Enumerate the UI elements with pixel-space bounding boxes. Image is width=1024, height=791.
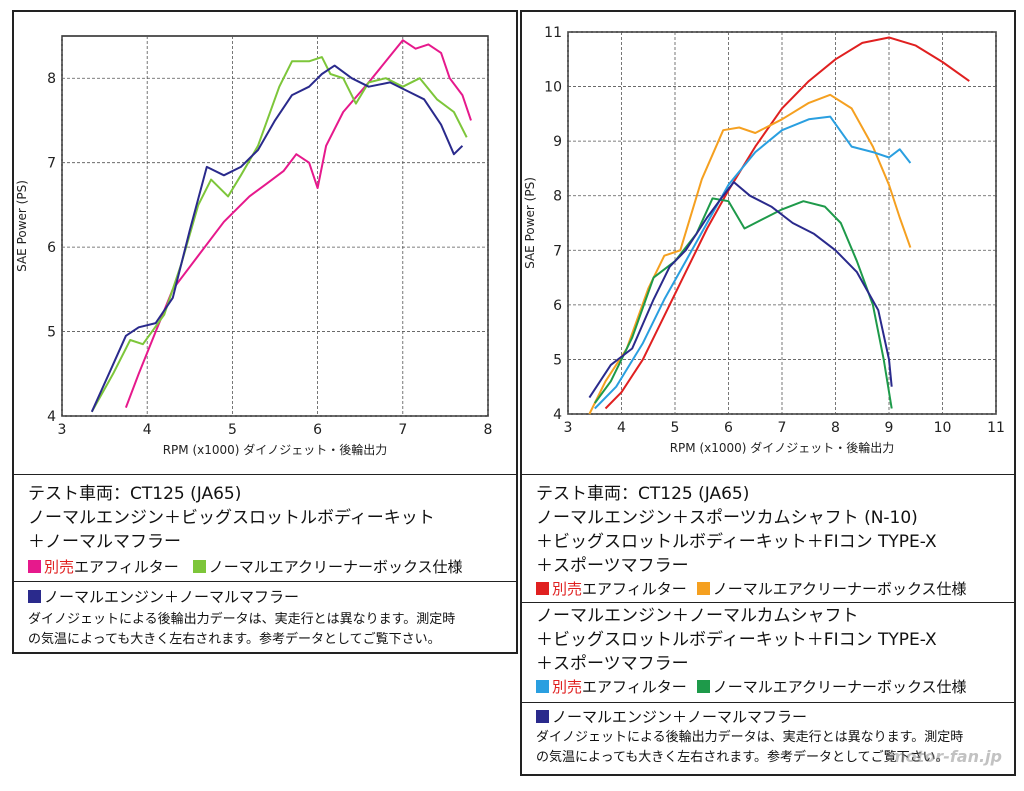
spec-line: ＋ビッグスロットルボディーキット＋FIコン TYPE-X xyxy=(536,630,937,650)
legend-label: エアフィルター xyxy=(74,558,179,576)
divider xyxy=(522,474,1014,475)
legend-label: ノーマルエンジン＋ノーマルマフラー xyxy=(552,708,808,726)
legend-swatch xyxy=(28,590,41,603)
y-tick-label: 7 xyxy=(47,156,56,172)
x-axis-label: RPM (x1000) ダイノジェット・後輪出力 xyxy=(163,442,388,457)
x-tick-label: 5 xyxy=(228,422,237,438)
y-tick-label: 5 xyxy=(553,352,562,368)
legend-row: ノーマルエンジン＋ノーマルマフラー xyxy=(536,706,807,727)
x-tick-label: 8 xyxy=(484,422,493,438)
y-tick-label: 7 xyxy=(553,243,562,259)
legend-row: 別売 エアフィルター ノーマルエアクリーナーボックス仕様 xyxy=(28,556,463,577)
legend-label: ノーマルエアクリーナーボックス仕様 xyxy=(208,558,463,576)
spec-line: ＋スポーツマフラー xyxy=(536,654,689,674)
legend-swatch xyxy=(192,560,206,573)
x-tick-label: 3 xyxy=(564,420,573,436)
legend-row: 別売 エアフィルター ノーマルエアクリーナーボックス仕様 xyxy=(536,578,967,599)
y-tick-label: 4 xyxy=(47,409,56,425)
legend-swatch xyxy=(696,582,710,595)
divider xyxy=(522,702,1014,703)
series-line xyxy=(588,181,893,399)
y-tick-label: 8 xyxy=(47,71,56,87)
legend-label-accent: 別売 xyxy=(552,678,583,696)
spec-line: ＋スポーツマフラー xyxy=(536,556,689,576)
divider xyxy=(522,602,1014,603)
y-tick-label: 11 xyxy=(544,25,562,41)
y-tick-label: 5 xyxy=(47,325,56,341)
y-axis-label: SAE Power (PS) xyxy=(15,180,29,272)
legend-label: ノーマルエアクリーナーボックス仕様 xyxy=(712,580,967,598)
series-line xyxy=(594,115,912,410)
plot-area xyxy=(61,35,489,417)
series-line xyxy=(90,64,464,413)
legend-label: ノーマルエアクリーナーボックス仕様 xyxy=(712,678,967,696)
spec-line: ノーマルエンジン＋スポーツカムシャフト (N-10) xyxy=(536,508,918,528)
note-line: ダイノジェットによる後輪出力データは、実走行とは異なります。測定時 xyxy=(28,612,456,627)
vehicle-label: テスト車両：CT125 (JA65) xyxy=(536,484,750,504)
x-tick-label: 7 xyxy=(398,422,407,438)
x-tick-label: 6 xyxy=(724,420,733,436)
legend-swatch xyxy=(536,582,549,595)
note-line: の気温によっても大きく左右されます。参考データとしてご覧下さい。 xyxy=(536,750,949,765)
legend-swatch xyxy=(696,680,710,693)
x-tick-label: 7 xyxy=(778,420,787,436)
note-line: の気温によっても大きく左右されます。参考データとしてご覧下さい。 xyxy=(28,632,441,647)
legend-swatch xyxy=(536,710,549,723)
x-tick-label: 9 xyxy=(885,420,894,436)
spec-line: ノーマルエンジン＋ビッグスロットルボディーキット xyxy=(28,508,435,528)
left-chart-panel: 3 4 5 6 7 8 4 5 6 7 8 RPM (x1000) ダイノジェット・後輪出力 SAE P… xyxy=(12,10,518,654)
x-tick-label: 5 xyxy=(671,420,680,436)
spec-line: ノーマルエンジン＋ノーマルカムシャフト xyxy=(536,606,859,626)
x-tick-label: 11 xyxy=(987,420,1005,436)
x-tick-label: 4 xyxy=(617,420,626,436)
legend-label: エアフィルター xyxy=(582,678,687,696)
y-axis-label: SAE Power (PS) xyxy=(523,177,537,269)
divider xyxy=(14,581,516,582)
legend-label-accent: 別売 xyxy=(44,558,75,576)
note-line: ダイノジェットによる後輪出力データは、実走行とは異なります。測定時 xyxy=(536,730,964,745)
x-tick-label: 10 xyxy=(934,420,952,436)
watermark: motor-fan.jp xyxy=(889,747,1002,766)
legend-row: ノーマルエンジン＋ノーマルマフラー xyxy=(28,586,299,607)
x-tick-label: 8 xyxy=(831,420,840,436)
y-tick-label: 4 xyxy=(553,407,562,423)
spec-line: ＋ノーマルマフラー xyxy=(28,532,181,552)
spec-line: ＋ビッグスロットルボディーキット＋FIコン TYPE-X xyxy=(536,532,937,552)
x-tick-label: 4 xyxy=(143,422,152,438)
y-tick-label: 9 xyxy=(553,134,562,150)
legend-swatch xyxy=(28,560,41,573)
legend-swatch xyxy=(536,680,549,693)
legend-label: ノーマルエンジン＋ノーマルマフラー xyxy=(44,588,300,606)
series-line xyxy=(593,197,893,409)
x-tick-label: 6 xyxy=(313,422,322,438)
x-tick-label: 3 xyxy=(58,422,67,438)
divider xyxy=(14,474,516,475)
legend-row: 別売 エアフィルター ノーマルエアクリーナーボックス仕様 xyxy=(536,676,967,697)
y-tick-label: 8 xyxy=(553,189,562,205)
right-chart-panel: 3 4 5 6 7 8 9 10 11 4 5 6 7 8 9 10 11 RPM (x1000) ダイノジェット… xyxy=(520,10,1016,776)
series-line xyxy=(124,39,472,408)
series-line xyxy=(604,36,970,410)
legend-label-accent: 別売 xyxy=(552,580,583,598)
x-axis-label: RPM (x1000) ダイノジェット・後輪出力 xyxy=(670,440,895,455)
legend-label: エアフィルター xyxy=(582,580,687,598)
series-line xyxy=(90,56,468,413)
y-tick-label: 10 xyxy=(544,80,562,96)
vehicle-label: テスト車両：CT125 (JA65) xyxy=(28,484,242,504)
y-tick-label: 6 xyxy=(553,298,562,314)
y-tick-label: 6 xyxy=(47,240,56,256)
